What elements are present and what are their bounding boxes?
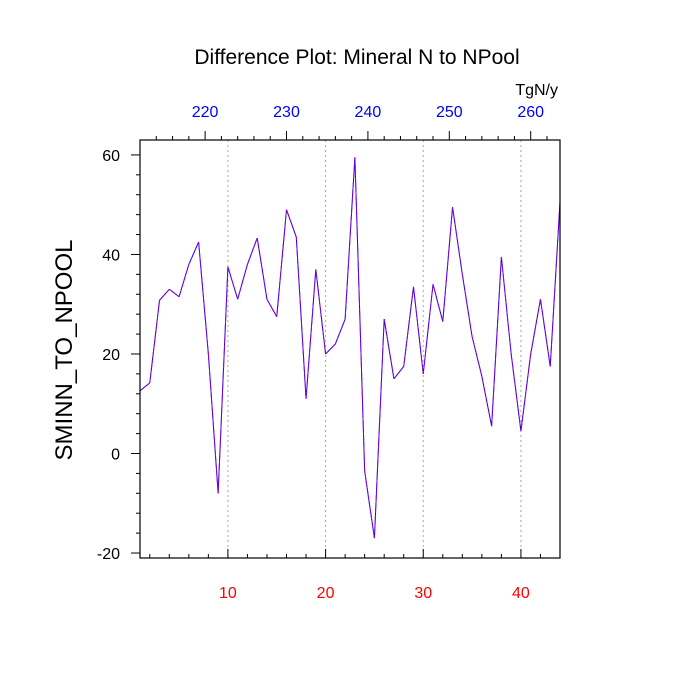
series-segment: [364, 470, 375, 539]
y-tick-label: 0: [111, 447, 120, 464]
x-tick-label: 30: [414, 585, 432, 602]
series-segment-base: [286, 209, 297, 238]
series-segment: [491, 256, 502, 427]
series-segment-base: [412, 286, 424, 374]
series-segment: [442, 207, 454, 322]
series-segment: [276, 209, 288, 317]
series-segment: [227, 266, 239, 300]
top-tick-label: 250: [436, 104, 463, 121]
x-tick-label: 10: [219, 585, 237, 602]
series-segment: [500, 256, 512, 355]
chart-title: Difference Plot: Mineral N to NPool: [194, 46, 519, 69]
series-segment: [403, 286, 414, 367]
series-segment: [207, 353, 219, 494]
tick-labels: 10 20 30 40 -20 0 20 40 60 220 230 240 250 260: [97, 104, 544, 602]
series-segment: [344, 157, 356, 320]
series-segment: [452, 207, 463, 275]
grid-lines: [227, 140, 522, 558]
series-segment: [266, 298, 278, 317]
series-segment: [393, 366, 405, 380]
series-segment: [471, 336, 483, 377]
series-segment: [520, 353, 532, 432]
top-tick-label: 230: [273, 104, 300, 121]
series-segment: [510, 353, 522, 432]
series-segment: [295, 237, 307, 399]
series-segment-base: [246, 237, 258, 265]
series-segment: [149, 300, 161, 383]
series-segment: [198, 241, 209, 355]
plot-frame: [139, 139, 561, 559]
series-segment: [168, 288, 180, 298]
series-segment: [481, 376, 493, 427]
series-segment: [305, 269, 317, 399]
series-segment: [549, 202, 561, 367]
series-layer: [139, 157, 561, 539]
y-axis-label: SMINN_TO_NPOOL: [51, 240, 78, 461]
series-segment: [422, 284, 434, 374]
series-segment: [539, 299, 551, 367]
x-tick-label: 40: [512, 585, 530, 602]
top-tick-label: 260: [517, 104, 544, 121]
x-tick-label: 20: [317, 585, 335, 602]
y-tick-label: 20: [102, 347, 120, 364]
series-segment: [432, 284, 444, 322]
series-segment: [461, 274, 473, 337]
series-segment: [334, 318, 346, 345]
y-tick-label: -20: [97, 546, 120, 563]
y-tick-label: 40: [102, 247, 120, 264]
series-segment: [139, 382, 151, 392]
series-segment: [188, 241, 200, 265]
series-segment: [237, 264, 248, 300]
y-tick-label: 60: [102, 148, 120, 165]
series-segment: [315, 269, 327, 355]
top-tick-label: 240: [355, 104, 382, 121]
series-segment: [217, 266, 229, 494]
series-segment: [256, 237, 268, 300]
series-segment: [530, 299, 541, 355]
series-segment: [325, 343, 336, 355]
series-segment: [373, 319, 385, 539]
axis-ticks: [131, 131, 561, 558]
top-axis-unit: TgN/y: [515, 82, 558, 99]
series-segment: [354, 157, 366, 471]
series-segment: [383, 319, 395, 379]
series-segment: [178, 264, 190, 297]
series-segment: [159, 288, 170, 301]
top-tick-label: 220: [192, 104, 219, 121]
